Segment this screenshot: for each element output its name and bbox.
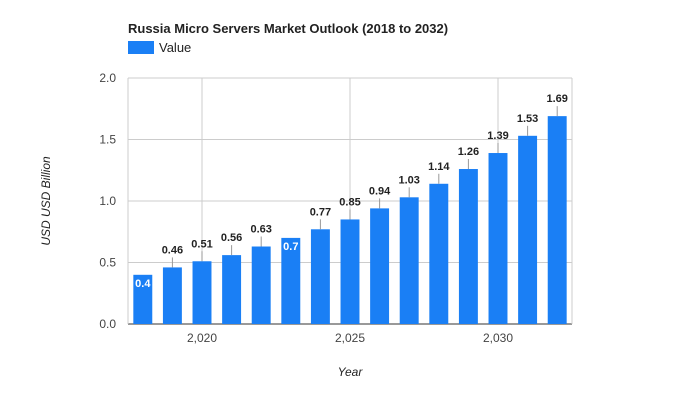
bar[interactable] — [370, 208, 390, 324]
bar[interactable] — [162, 267, 182, 324]
data-label: 1.69 — [546, 93, 567, 105]
y-tick-label: 2.0 — [99, 71, 116, 85]
x-axis-title: Year — [338, 365, 364, 379]
data-labels: 0.4 0.46 0.51 0.56 0.63 0.7 0.77 0.85 0.94 1.03 1.… — [135, 93, 568, 290]
bar[interactable] — [458, 169, 478, 324]
y-axis-ticks: 0.0 0.5 1.0 1.5 2.0 — [99, 71, 116, 331]
x-tick-label: 2,030 — [483, 331, 513, 345]
x-axis-ticks: 2,020 2,025 2,030 — [187, 331, 513, 345]
data-label: 0.56 — [221, 232, 242, 244]
y-tick-label: 0.5 — [99, 256, 116, 270]
bar[interactable] — [340, 219, 360, 324]
bar[interactable] — [133, 274, 153, 324]
bar[interactable] — [251, 246, 271, 324]
bar[interactable] — [310, 229, 330, 324]
bar[interactable] — [547, 116, 567, 324]
data-label: 0.46 — [162, 244, 183, 256]
data-label: 1.26 — [458, 146, 479, 158]
data-label: 0.51 — [191, 238, 212, 250]
data-label: 0.7 — [283, 241, 298, 253]
bar[interactable] — [518, 135, 538, 324]
legend-swatch — [128, 41, 154, 54]
y-tick-label: 1.0 — [99, 194, 116, 208]
data-label: 1.03 — [398, 174, 419, 186]
bar[interactable] — [281, 237, 301, 324]
data-label: 0.63 — [250, 224, 271, 236]
data-label: 0.4 — [135, 278, 151, 290]
y-tick-label: 1.5 — [99, 133, 116, 147]
data-label: 1.53 — [517, 113, 538, 125]
legend-label: Value — [159, 40, 191, 55]
data-label: 1.14 — [428, 161, 450, 173]
data-label: 0.94 — [369, 185, 391, 197]
data-label: 0.85 — [339, 196, 360, 208]
x-tick-label: 2,020 — [187, 331, 217, 345]
bar[interactable] — [429, 183, 449, 324]
bar[interactable] — [488, 153, 508, 324]
bar[interactable] — [222, 255, 242, 324]
bar[interactable] — [399, 197, 419, 324]
y-axis-title: USD USD Billion — [39, 156, 53, 246]
data-label: 0.77 — [310, 206, 331, 218]
legend[interactable]: Value — [128, 40, 191, 55]
data-label: 1.39 — [487, 130, 508, 142]
bars — [133, 116, 567, 324]
chart-title: Russia Micro Servers Market Outlook (201… — [128, 21, 448, 36]
y-tick-label: 0.0 — [99, 317, 116, 331]
bar[interactable] — [192, 261, 212, 324]
x-tick-label: 2,025 — [335, 331, 365, 345]
